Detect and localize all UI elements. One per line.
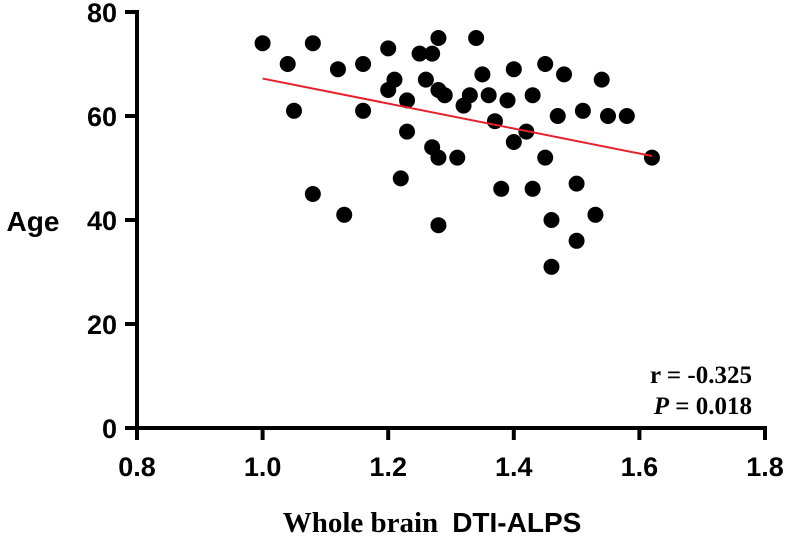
data-point (355, 56, 372, 72)
regression-line (262, 77, 653, 158)
data-point (587, 206, 604, 223)
data-point (399, 123, 416, 140)
y-tick-label: 40 (87, 206, 117, 236)
data-point (399, 92, 416, 109)
data-point (430, 30, 447, 46)
p-value: = 0.018 (669, 393, 752, 420)
data-point (380, 40, 397, 57)
data-point (568, 175, 585, 192)
data-point (304, 35, 321, 52)
data-point (424, 45, 441, 62)
correlation-r-text: r = -0.325 (650, 362, 752, 389)
data-point (493, 180, 510, 197)
data-point (279, 56, 296, 72)
data-point (430, 217, 447, 234)
data-point (286, 102, 302, 119)
data-point (461, 87, 478, 104)
data-point (386, 71, 403, 88)
data-point (543, 212, 560, 228)
data-point (304, 186, 321, 202)
y-tick-label: 0 (102, 414, 117, 444)
data-point (549, 108, 566, 124)
x-tick-label: 0.8 (118, 452, 156, 482)
p-value-text: P = 0.018 (653, 393, 752, 420)
data-point (480, 87, 497, 104)
data-point (505, 134, 522, 150)
data-point (643, 149, 660, 166)
data-point (618, 108, 635, 124)
x-axis-title-main: DTI-ALPS (452, 507, 581, 537)
x-tick-label: 1.6 (621, 452, 659, 482)
data-point (537, 56, 554, 72)
x-tick-label: 1.4 (495, 452, 533, 482)
y-tick-label: 60 (87, 102, 117, 132)
y-axis-title: Age (7, 206, 60, 237)
data-point (543, 258, 560, 275)
data-point (436, 87, 453, 104)
x-tick-label: 1.8 (746, 452, 784, 482)
data-point (417, 71, 434, 88)
data-point (568, 232, 585, 249)
data-point (600, 108, 616, 124)
data-point (449, 149, 466, 166)
data-points (254, 30, 660, 275)
data-point (556, 66, 573, 83)
data-point (537, 149, 554, 166)
y-tick-label: 80 (87, 0, 117, 28)
data-point (254, 35, 271, 52)
data-point (574, 102, 591, 119)
data-point (499, 92, 516, 109)
data-point (411, 45, 428, 62)
y-ticks: 0 20 40 60 80 (87, 0, 137, 444)
x-ticks: 0.8 1.0 1.2 1.4 1.6 1.8 (118, 428, 784, 482)
x-tick-label: 1.0 (244, 452, 282, 482)
data-point (336, 206, 353, 223)
data-point (593, 71, 610, 88)
data-point (392, 170, 409, 187)
x-axis-title: Whole brain DTI-ALPS (283, 507, 582, 537)
data-point (474, 66, 491, 83)
data-point (524, 180, 541, 197)
x-axis-title-prefix: Whole brain (283, 507, 439, 537)
data-point (524, 87, 541, 104)
data-point (329, 61, 346, 78)
data-point (468, 30, 485, 46)
y-tick-label: 20 (87, 310, 117, 340)
data-point (430, 149, 447, 166)
data-point (355, 102, 372, 119)
data-point (505, 61, 522, 78)
x-tick-label: 1.2 (369, 452, 407, 482)
p-symbol: P (653, 393, 670, 420)
